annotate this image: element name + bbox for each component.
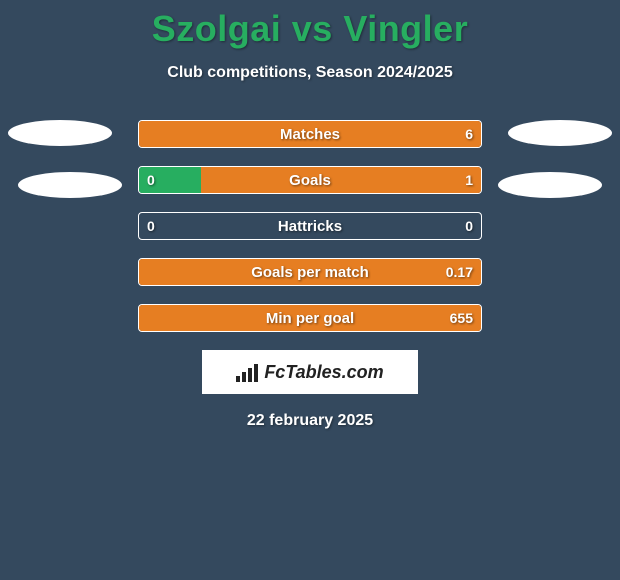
bar-value-left: 0 (147, 167, 155, 193)
stat-bar: Matches6 (138, 120, 482, 148)
bar-label: Goals (139, 167, 481, 193)
bar-label: Hattricks (139, 213, 481, 239)
stat-bar: Min per goal655 (138, 304, 482, 332)
logo-label: FcTables.com (264, 362, 383, 383)
bar-label: Goals per match (139, 259, 481, 285)
stat-bar: Hattricks0 0 (138, 212, 482, 240)
bar-value-right: 0.17 (446, 259, 473, 285)
bar-value-right: 1 (465, 167, 473, 193)
stat-bar: Goals per match0.17 (138, 258, 482, 286)
player-right-marker-2 (498, 172, 602, 198)
bar-label: Matches (139, 121, 481, 147)
date-label: 22 february 2025 (0, 412, 620, 430)
page-title: Szolgai vs Vingler (0, 0, 620, 50)
stat-bar: Goals0 1 (138, 166, 482, 194)
player-left-marker-2 (18, 172, 122, 198)
player-right-marker-1 (508, 120, 612, 146)
barchart-icon (236, 362, 260, 382)
logo: FcTables.com (236, 362, 383, 383)
bar-value-right: 0 (465, 213, 473, 239)
subtitle: Club competitions, Season 2024/2025 (0, 64, 620, 82)
player-left-marker-1 (8, 120, 112, 146)
stats-area: Matches6Goals01Hattricks00Goals per matc… (0, 120, 620, 332)
bars-container: Matches6Goals01Hattricks00Goals per matc… (138, 120, 482, 332)
bar-value-right: 6 (465, 121, 473, 147)
logo-box: FcTables.com (202, 350, 418, 394)
bar-value-right: 655 (450, 305, 473, 331)
bar-value-left: 0 (147, 213, 155, 239)
bar-label: Min per goal (139, 305, 481, 331)
